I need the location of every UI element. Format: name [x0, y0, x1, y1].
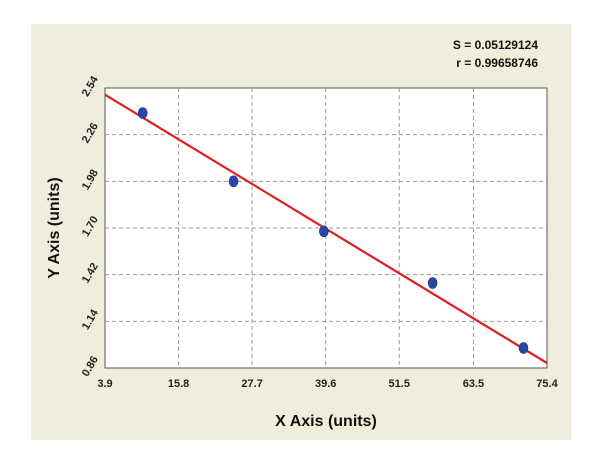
- y-tick-label: 1.70: [80, 214, 101, 239]
- chart-panel: 3.9 15.8 27.7 39.6 51.5 63.5 75.4 0.86 1.14 1.42 1…: [31, 24, 571, 440]
- y-tick-label: 1.14: [80, 307, 102, 332]
- grid-layer: [105, 88, 547, 368]
- y-tick-label: 1.42: [80, 261, 101, 286]
- data-point: [518, 342, 529, 354]
- y-axis-title: Y Axis (units): [46, 177, 63, 278]
- tick-layer: 3.9 15.8 27.7 39.6 51.5 63.5 75.4 0.86 1.14 1.42 1…: [80, 73, 559, 390]
- s-stat-annotation: S = 0.05129124: [453, 38, 538, 52]
- x-tick-label: 27.7: [241, 378, 262, 390]
- chart-svg: 3.9 15.8 27.7 39.6 51.5 63.5 75.4 0.86 1.14 1.42 1…: [46, 38, 559, 430]
- r-stat-annotation: r = 0.99658746: [456, 56, 538, 70]
- x-tick-label: 51.5: [389, 378, 410, 390]
- x-tick-label: 39.6: [315, 378, 336, 390]
- x-tick-label: 63.5: [463, 378, 484, 390]
- x-tick-label: 75.4: [536, 378, 558, 390]
- y-tick-label: 1.98: [80, 168, 101, 193]
- data-point: [137, 107, 148, 119]
- data-point: [427, 277, 438, 289]
- y-tick-label: 0.86: [80, 354, 101, 379]
- x-tick-label: 3.9: [97, 378, 112, 390]
- y-tick-label: 2.54: [80, 73, 102, 98]
- data-point: [319, 225, 329, 238]
- x-axis-title: X Axis (units): [275, 413, 377, 430]
- x-tick-label: 15.8: [168, 378, 189, 390]
- y-tick-label: 2.26: [80, 121, 101, 146]
- series-layer: [104, 93, 548, 364]
- data-point: [228, 175, 239, 188]
